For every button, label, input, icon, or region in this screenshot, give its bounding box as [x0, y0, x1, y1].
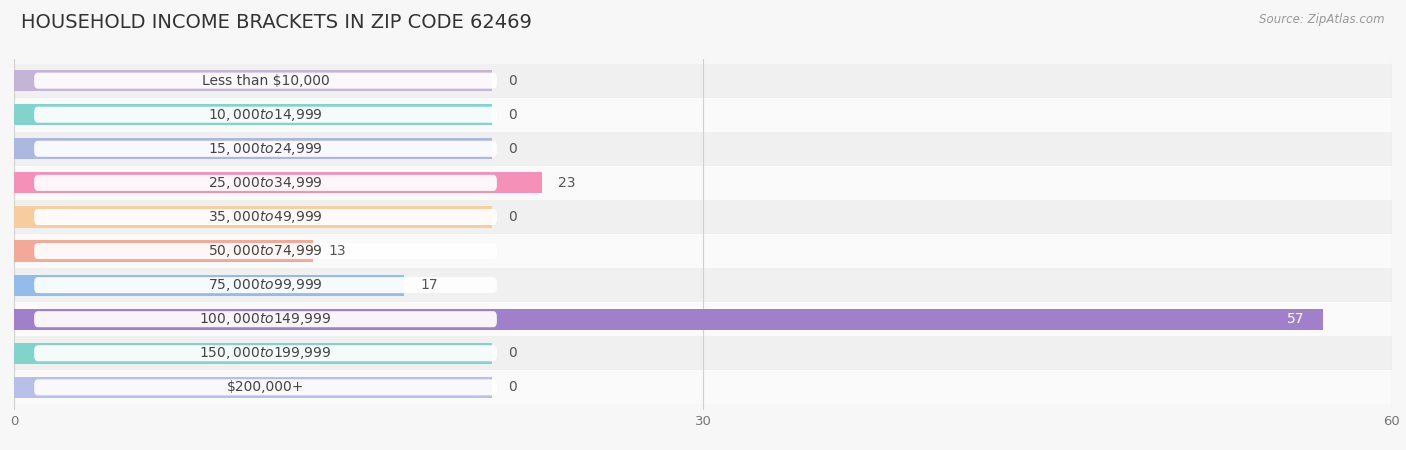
Bar — [14, 268, 1392, 302]
Bar — [14, 132, 1392, 166]
FancyBboxPatch shape — [34, 243, 496, 259]
Text: $25,000 to $34,999: $25,000 to $34,999 — [208, 175, 323, 191]
Bar — [14, 234, 1392, 268]
Text: Source: ZipAtlas.com: Source: ZipAtlas.com — [1260, 14, 1385, 27]
Bar — [14, 207, 492, 228]
Text: $35,000 to $49,999: $35,000 to $49,999 — [208, 209, 323, 225]
Text: 23: 23 — [558, 176, 576, 190]
Text: $150,000 to $199,999: $150,000 to $199,999 — [200, 345, 332, 361]
Bar — [14, 166, 1392, 200]
Bar — [14, 309, 1323, 330]
Text: $15,000 to $24,999: $15,000 to $24,999 — [208, 141, 323, 157]
Bar — [14, 343, 492, 364]
Text: 17: 17 — [420, 278, 439, 292]
Bar — [14, 70, 492, 91]
FancyBboxPatch shape — [34, 72, 496, 89]
Bar — [14, 302, 1392, 336]
Text: $10,000 to $14,999: $10,000 to $14,999 — [208, 107, 323, 123]
Bar — [14, 240, 312, 261]
FancyBboxPatch shape — [34, 107, 496, 123]
Text: 13: 13 — [329, 244, 346, 258]
Text: 0: 0 — [508, 142, 516, 156]
Text: $100,000 to $149,999: $100,000 to $149,999 — [200, 311, 332, 327]
Bar — [14, 274, 405, 296]
FancyBboxPatch shape — [34, 277, 496, 293]
Bar — [14, 172, 543, 194]
FancyBboxPatch shape — [34, 141, 496, 157]
FancyBboxPatch shape — [34, 345, 496, 361]
Text: 0: 0 — [508, 108, 516, 122]
FancyBboxPatch shape — [34, 209, 496, 225]
Text: 0: 0 — [508, 210, 516, 224]
Text: HOUSEHOLD INCOME BRACKETS IN ZIP CODE 62469: HOUSEHOLD INCOME BRACKETS IN ZIP CODE 62… — [21, 14, 531, 32]
Text: $200,000+: $200,000+ — [226, 380, 304, 394]
Bar — [14, 200, 1392, 234]
Text: 0: 0 — [508, 74, 516, 88]
Bar — [14, 98, 1392, 132]
FancyBboxPatch shape — [34, 379, 496, 396]
Bar — [14, 138, 492, 159]
FancyBboxPatch shape — [34, 311, 496, 327]
Text: 0: 0 — [508, 380, 516, 394]
Text: 0: 0 — [508, 346, 516, 360]
Bar — [14, 336, 1392, 370]
Bar — [14, 104, 492, 125]
Text: Less than $10,000: Less than $10,000 — [201, 74, 329, 88]
Text: 57: 57 — [1286, 312, 1305, 326]
Bar — [14, 370, 1392, 405]
Bar — [14, 377, 492, 398]
Bar — [14, 63, 1392, 98]
FancyBboxPatch shape — [34, 175, 496, 191]
Text: $75,000 to $99,999: $75,000 to $99,999 — [208, 277, 323, 293]
Text: $50,000 to $74,999: $50,000 to $74,999 — [208, 243, 323, 259]
